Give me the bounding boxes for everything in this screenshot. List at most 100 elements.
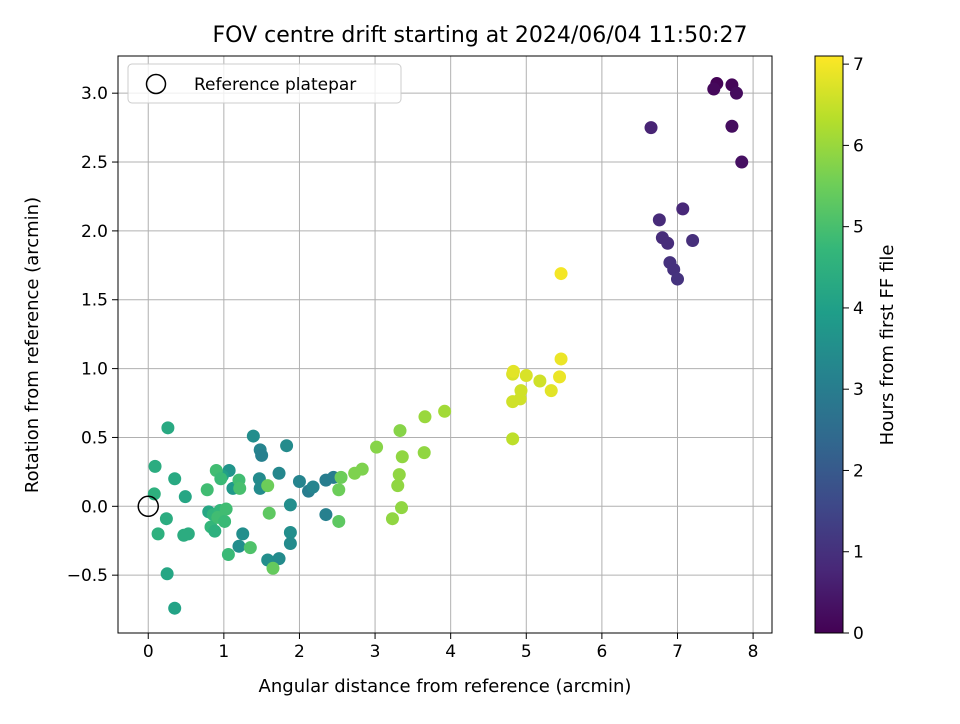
y-axis-ticks: −0.5 0.0 0.5 1.0 1.5 2.0 2.5 3.0 [67, 84, 118, 586]
data-point [514, 384, 528, 398]
data-point [418, 410, 432, 424]
y-tick-label: 3.0 [81, 84, 108, 104]
data-point [262, 506, 276, 520]
data-point [644, 121, 658, 135]
data-point [385, 512, 399, 526]
data-point [283, 536, 297, 550]
data-point [395, 450, 409, 464]
data-point [292, 475, 306, 489]
colorbar-tick-label: 6 [853, 136, 864, 156]
x-tick-label: 1 [218, 642, 229, 662]
grid-lines [118, 56, 772, 633]
data-point [554, 352, 568, 366]
colorbar: 0 1 2 3 4 5 6 7 Hours from first FF file [814, 55, 898, 644]
plot-frame [117, 55, 773, 634]
data-point [233, 481, 247, 495]
data-point [544, 384, 558, 398]
data-point [533, 374, 547, 388]
data-point [261, 479, 275, 493]
data-point [506, 364, 520, 378]
data-point [151, 527, 165, 541]
data-point [283, 498, 297, 512]
x-tick-label: 5 [521, 642, 532, 662]
data-point [707, 82, 721, 96]
y-tick-label: −0.5 [67, 566, 108, 586]
data-point [221, 548, 235, 562]
reference-marker-group [137, 495, 159, 518]
colorbar-tick-label: 1 [853, 543, 864, 563]
x-tick-label: 4 [445, 642, 456, 662]
x-tick-label: 7 [672, 642, 683, 662]
data-point [218, 514, 232, 528]
data-point [735, 155, 749, 169]
data-point [246, 429, 260, 443]
data-point [506, 432, 520, 446]
data-point [168, 601, 182, 615]
data-point [200, 483, 214, 497]
data-points [147, 77, 749, 615]
data-point [232, 539, 246, 553]
data-point [272, 552, 286, 566]
y-axis-label: Rotation from reference (arcmin) [22, 197, 43, 493]
y-tick-label: 0.5 [81, 428, 108, 448]
data-point [266, 561, 280, 575]
colorbar-tick-label: 0 [853, 624, 864, 644]
data-point [148, 459, 162, 473]
colorbar-ticks: 0 1 2 3 4 5 6 7 [843, 55, 864, 644]
data-point [725, 119, 739, 133]
data-point [161, 421, 175, 435]
x-tick-label: 6 [596, 642, 607, 662]
data-point [272, 466, 286, 480]
data-point [553, 370, 567, 384]
legend-box [127, 63, 402, 104]
x-tick-label: 3 [370, 642, 381, 662]
legend-circle-marker [145, 73, 167, 95]
y-tick-label: 2.5 [81, 153, 108, 173]
colorbar-tick-label: 3 [853, 380, 864, 400]
data-point [219, 502, 233, 516]
colorbar-bar [814, 55, 844, 634]
data-point [168, 472, 182, 486]
data-point [391, 479, 405, 493]
data-point [686, 234, 700, 248]
data-point [554, 267, 568, 281]
x-tick-label: 8 [748, 642, 759, 662]
data-point [332, 483, 346, 497]
data-point [159, 512, 173, 526]
data-point [332, 514, 346, 528]
data-point [181, 527, 195, 541]
data-point [255, 448, 269, 462]
colorbar-tick-label: 2 [853, 461, 864, 481]
reference-platepar-marker [137, 495, 159, 518]
data-point [280, 439, 294, 453]
data-point [243, 541, 257, 555]
data-point [417, 446, 431, 460]
data-point [334, 470, 348, 484]
y-tick-label: 1.5 [81, 291, 108, 311]
y-tick-label: 2.0 [81, 222, 108, 242]
data-point [519, 368, 533, 382]
data-point [438, 404, 452, 418]
chart-title: FOV centre drift starting at 2024/06/04 … [213, 23, 748, 48]
data-point [393, 424, 407, 438]
data-point [652, 213, 666, 227]
colorbar-tick-label: 5 [853, 218, 864, 238]
x-tick-label: 2 [294, 642, 305, 662]
data-point [395, 501, 409, 515]
data-point [355, 462, 369, 476]
x-axis-ticks: 0 1 2 3 4 5 6 7 8 [143, 633, 759, 662]
y-tick-label: 1.0 [81, 360, 108, 380]
data-point [661, 236, 675, 250]
data-point [670, 272, 684, 286]
colorbar-label: Hours from first FF file [877, 245, 898, 446]
data-point [392, 468, 406, 482]
colorbar-tick-label: 7 [853, 55, 864, 75]
plot-area [118, 56, 772, 633]
data-point [208, 524, 222, 538]
legend: Reference platepar [127, 63, 402, 104]
data-point [370, 440, 384, 454]
data-point [214, 472, 228, 486]
data-point [676, 202, 690, 216]
